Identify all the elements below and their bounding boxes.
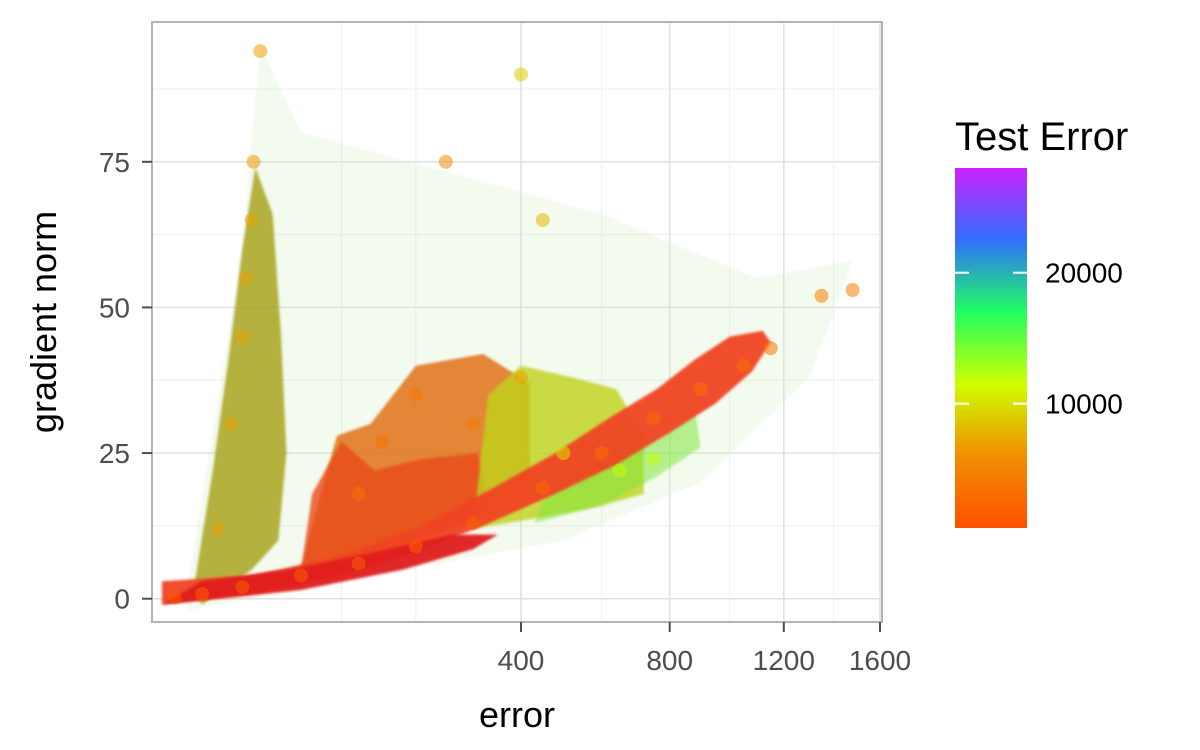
data-point xyxy=(693,382,708,396)
data-point xyxy=(235,329,250,344)
data-point xyxy=(556,446,571,461)
legend-title: Test Error xyxy=(955,115,1128,159)
x-axis-title: error xyxy=(479,694,555,735)
data-point xyxy=(374,434,389,449)
data-point xyxy=(514,370,528,385)
y-tick-label: 25 xyxy=(99,438,130,469)
axes: 0 25 50 75 400 800 1200 1600 xyxy=(99,147,911,676)
data-point xyxy=(294,568,308,583)
x-tick-label: 1600 xyxy=(849,645,911,676)
data-point xyxy=(646,411,661,426)
x-tick-label: 400 xyxy=(498,645,545,676)
data-point xyxy=(253,44,268,59)
density-region xyxy=(162,330,771,605)
density-region xyxy=(301,441,489,576)
colorbar-label: 10000 xyxy=(1045,389,1123,420)
data-point xyxy=(167,590,182,605)
plot-panel-border xyxy=(151,21,883,623)
data-point xyxy=(594,446,609,461)
data-point xyxy=(845,283,860,297)
colorbar-label: 20000 xyxy=(1045,258,1123,289)
x-tick-label: 1200 xyxy=(753,645,815,676)
data-point xyxy=(408,539,423,554)
data-point xyxy=(195,587,210,601)
data-point xyxy=(244,213,259,228)
data-point xyxy=(211,521,226,536)
data-point xyxy=(814,288,829,303)
data-point xyxy=(408,387,423,402)
data-point xyxy=(351,486,366,501)
data-point xyxy=(612,463,627,478)
data-point xyxy=(763,341,778,356)
data-point xyxy=(465,416,480,431)
y-tick-label: 75 xyxy=(99,147,130,178)
y-axis-title: gradient norm xyxy=(23,211,64,433)
density-region xyxy=(193,167,287,605)
data-point xyxy=(235,580,250,594)
data-point xyxy=(351,556,366,571)
y-tick-label: 50 xyxy=(99,292,130,323)
x-tick-label: 800 xyxy=(646,645,693,676)
data-point xyxy=(514,67,528,82)
data-point xyxy=(465,516,480,530)
data-point xyxy=(224,416,239,431)
data-point xyxy=(246,154,261,169)
y-tick-label: 0 xyxy=(114,584,130,615)
data-point xyxy=(535,213,550,228)
colorbar xyxy=(955,168,1027,528)
data-point xyxy=(438,154,453,169)
colorbar-legend: Test Error 10000 20000 xyxy=(955,115,1128,528)
data-point xyxy=(646,451,661,466)
data-point xyxy=(736,358,751,373)
data-point xyxy=(239,271,254,286)
data-point xyxy=(535,481,550,495)
data-points xyxy=(167,44,860,605)
